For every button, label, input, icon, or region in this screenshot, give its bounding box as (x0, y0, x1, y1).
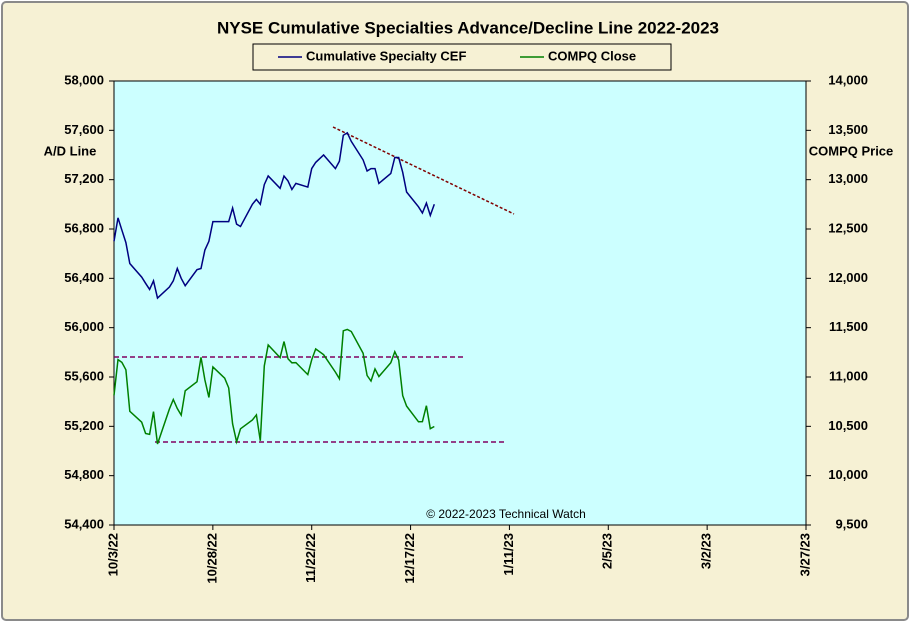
y-tick-label: 55,200 (64, 418, 104, 433)
y2-axis-label: COMPQ Price (809, 143, 894, 158)
legend-box (252, 43, 672, 71)
y-tick-label: 56,400 (64, 270, 104, 285)
y-tick-label: 56,000 (64, 319, 104, 334)
y-tick-label: 54,400 (64, 516, 104, 531)
y-tick-label: 55,600 (64, 368, 104, 383)
y2-tick-label: 13,000 (828, 171, 868, 186)
x-tick-label: 12/17/22 (402, 533, 417, 584)
copyright-note: © 2022-2023 Technical Watch (426, 507, 586, 521)
x-tick-label: 3/2/23 (699, 533, 714, 569)
y2-tick-label: 10,500 (828, 418, 868, 433)
x-tick-label: 11/22/22 (303, 533, 318, 583)
y2-tick-label: 9,500 (835, 516, 868, 531)
x-tick-label: 10/28/22 (204, 533, 219, 584)
y2-tick-label: 12,500 (828, 220, 868, 235)
y-tick-label: 57,200 (64, 171, 104, 186)
y2-tick-label: 12,000 (828, 270, 868, 285)
y2-tick-label: 14,000 (828, 72, 868, 87)
legend-label: Cumulative Specialty CEF (306, 48, 466, 63)
y2-tick-label: 11,500 (829, 319, 868, 334)
plot-area (113, 80, 807, 526)
trend-line (332, 126, 515, 215)
legend-label: COMPQ Close (548, 48, 636, 63)
x-tick-label: 1/11/23 (501, 533, 516, 576)
x-tick-label: 3/27/23 (797, 533, 812, 576)
y2-tick-label: 11,000 (829, 368, 868, 383)
y2-tick-label: 13,500 (828, 122, 868, 137)
chart-title: NYSE Cumulative Specialties Advance/Decl… (217, 18, 719, 37)
series-line (113, 131, 436, 300)
series-line (113, 328, 435, 445)
y-axis-label: A/D Line (44, 143, 97, 158)
y-tick-label: 56,800 (64, 220, 104, 235)
x-tick-label: 10/3/22 (105, 533, 120, 576)
y-tick-label: 54,800 (64, 467, 104, 482)
y-tick-label: 58,000 (64, 72, 104, 87)
y2-tick-label: 10,000 (828, 467, 868, 482)
x-tick-label: 2/5/23 (600, 533, 615, 569)
y-tick-label: 57,600 (64, 122, 104, 137)
